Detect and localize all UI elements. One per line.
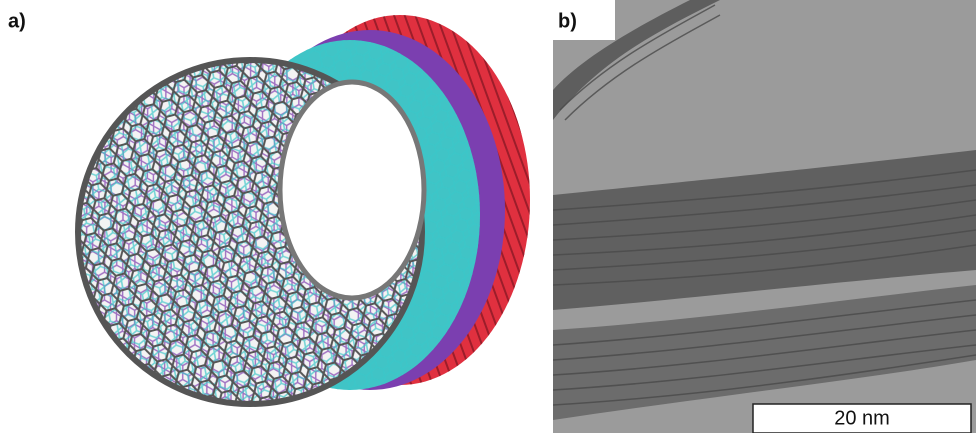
scale-bar-label: 20 nm (834, 407, 890, 429)
panel-label: a) (8, 10, 26, 32)
page: {"panels": [{"label": "a)"}, {"label": "… (0, 0, 976, 433)
panel-label: b) (558, 10, 577, 32)
tem-image (553, 0, 976, 433)
nanotube-illustration (78, 15, 530, 404)
tube-opening (280, 82, 424, 298)
figure: a) b) 20 nm (0, 0, 976, 433)
